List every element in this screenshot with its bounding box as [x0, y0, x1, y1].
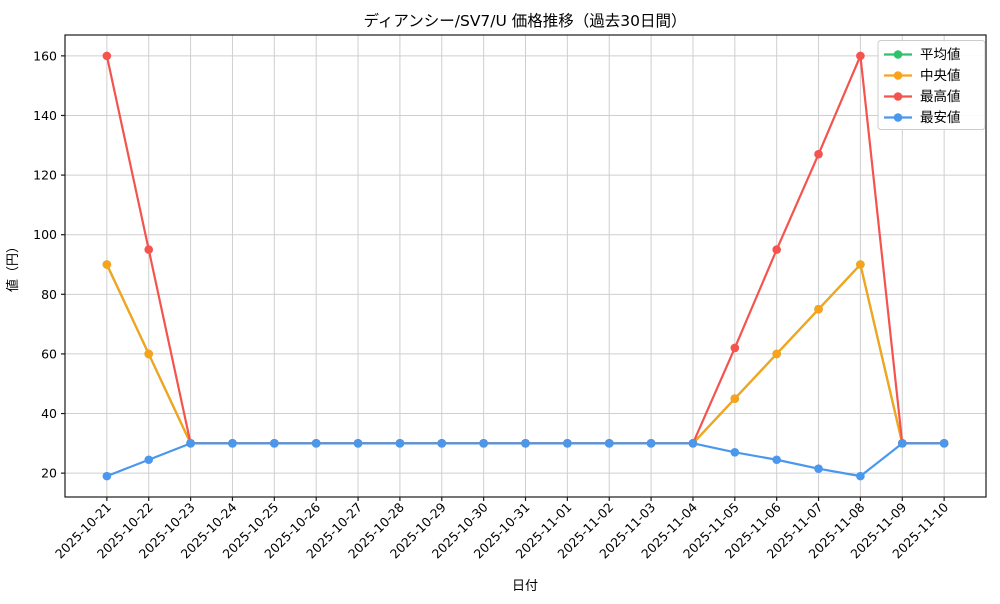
chart-canvas: 2025-10-212025-10-222025-10-232025-10-24… [33, 34, 987, 561]
x-axis-label: 日付 [512, 579, 538, 594]
legend-item-median: 中央値 [884, 68, 961, 84]
data-point-min [186, 439, 195, 448]
y-tick-label: 20 [41, 466, 57, 481]
legend-item-min: 最安値 [884, 110, 961, 126]
data-point-median [730, 394, 740, 403]
data-point-min [772, 455, 781, 465]
data-point-min [814, 464, 823, 473]
data-point-median [772, 349, 781, 359]
data-point-max [856, 51, 865, 61]
data-point-median [144, 349, 154, 359]
data-point-min [521, 439, 530, 448]
legend-label: 最安値 [920, 110, 961, 126]
legend-marker [893, 92, 903, 101]
y-tick-label: 140 [33, 108, 57, 123]
legend-marker [893, 50, 903, 59]
data-point-max [772, 245, 781, 254]
data-point-median [814, 304, 823, 314]
legend-label: 平均値 [920, 47, 961, 63]
data-point-min [646, 439, 656, 448]
data-point-min [270, 439, 279, 448]
data-point-min [311, 439, 321, 448]
data-point-min [730, 447, 740, 457]
legend-label: 最高値 [920, 88, 961, 105]
data-point-median [856, 260, 865, 269]
chart-title: ディアンシー/SV7/U 価格推移（過去30日間） [363, 11, 686, 30]
data-point-max [144, 245, 154, 254]
data-point-median [102, 260, 112, 269]
data-point-min [437, 439, 447, 448]
y-axis-label: 値（円） [5, 240, 21, 292]
y-tick-label: 40 [41, 406, 57, 421]
data-point-min [353, 439, 363, 448]
data-point-min [102, 471, 112, 481]
data-point-min [479, 439, 488, 448]
data-point-max [730, 343, 740, 353]
data-point-min [228, 439, 237, 448]
data-point-min [395, 439, 405, 448]
legend-marker [893, 113, 903, 122]
legend-box [877, 40, 986, 130]
data-point-max [102, 51, 112, 61]
legend-item-average: 平均値 [884, 47, 961, 63]
data-point-min [939, 439, 949, 448]
legend-marker [893, 71, 903, 80]
y-tick-label: 120 [33, 168, 57, 183]
data-point-min [897, 439, 907, 448]
legend-label: 中央値 [920, 68, 961, 84]
y-tick-label: 100 [33, 227, 57, 242]
data-point-min [604, 439, 614, 448]
y-tick-label: 60 [41, 346, 57, 361]
data-point-max [814, 149, 823, 159]
data-point-min [563, 439, 572, 448]
data-point-min [688, 439, 698, 448]
data-point-min [144, 455, 154, 465]
legend-item-max: 最高値 [884, 88, 961, 105]
y-tick-label: 80 [41, 287, 57, 302]
y-tick-label: 160 [33, 48, 57, 63]
data-point-min [856, 471, 865, 481]
